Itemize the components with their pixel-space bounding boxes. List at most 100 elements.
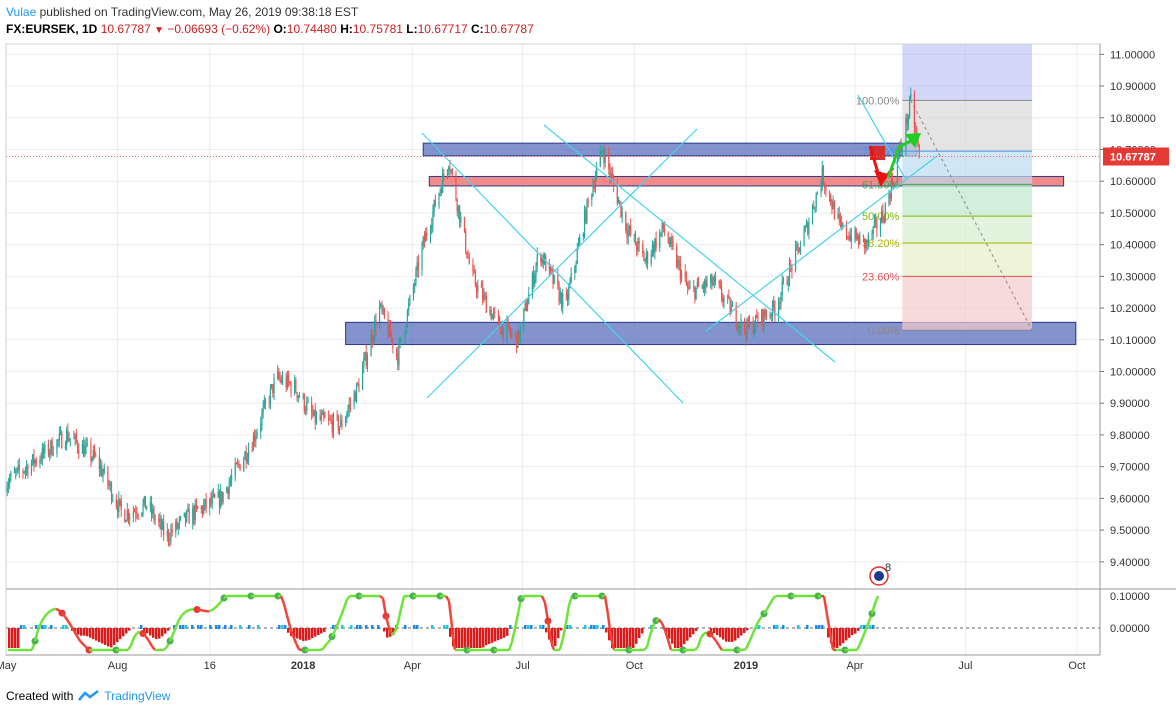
- candle-body: [540, 254, 542, 263]
- osc-line-segment: [567, 595, 574, 606]
- osc-line-segment: [187, 608, 192, 612]
- osc-histogram-bar: [185, 625, 188, 629]
- candle-body: [774, 307, 776, 317]
- osc-line-segment: [396, 608, 403, 623]
- candle-body: [740, 319, 742, 329]
- candle-body: [398, 342, 400, 365]
- candle-body: [845, 223, 848, 237]
- indicator-badge[interactable]: 8: [869, 562, 891, 586]
- candle-body: [264, 400, 267, 403]
- candle-body: [798, 247, 800, 253]
- candle-body: [84, 446, 86, 457]
- candle-body: [306, 402, 308, 411]
- candle-body: [850, 235, 852, 242]
- candle-body: [404, 331, 406, 341]
- osc-histogram-bar: [92, 628, 95, 640]
- candle-body: [568, 287, 570, 301]
- osc-line-segment: [49, 608, 54, 613]
- candle-body: [50, 440, 52, 452]
- candle-body: [395, 348, 398, 354]
- osc-line-segment: [711, 636, 718, 642]
- candle-body: [227, 487, 229, 494]
- osc-histogram-bar: [323, 628, 326, 632]
- candle-body: [862, 234, 865, 239]
- candle-body: [406, 310, 409, 326]
- osc-histogram-bar: [458, 628, 461, 648]
- candle-body: [381, 303, 383, 311]
- osc-histogram-bar: [584, 625, 587, 629]
- candle-body: [704, 280, 706, 290]
- osc-line-segment: [609, 637, 616, 651]
- osc-line-segment: [144, 635, 151, 642]
- candle-body: [336, 414, 338, 417]
- x-tick-label: 2019: [734, 660, 758, 672]
- open-value: 10.74480: [286, 22, 337, 36]
- osc-histogram-bar: [224, 625, 227, 629]
- candle-body: [610, 173, 612, 177]
- osc-histogram-bar: [494, 628, 497, 642]
- candle-body: [770, 314, 772, 317]
- candle-body: [57, 439, 59, 441]
- y-tick-label: 10.40000: [1110, 240, 1156, 252]
- osc-histogram-bar: [689, 628, 692, 638]
- candle-body: [596, 167, 598, 178]
- candle-body: [468, 257, 470, 264]
- x-tick-label: Apr: [404, 660, 421, 672]
- candle-body: [855, 228, 857, 239]
- candle-body: [773, 300, 775, 308]
- osc-line-segment: [861, 628, 868, 638]
- osc-histogram-bar: [152, 628, 155, 638]
- candle-body: [331, 420, 333, 433]
- candle-body: [587, 199, 589, 201]
- candle-body: [226, 487, 228, 493]
- osc-histogram-bar: [197, 625, 200, 629]
- osc-tick-label: 0.00000: [1110, 623, 1150, 635]
- candle-body: [872, 226, 874, 235]
- osc-line-segment: [321, 644, 328, 650]
- osc-histogram-bar: [173, 625, 176, 629]
- candle-body: [159, 519, 161, 522]
- candle-body: [761, 309, 763, 324]
- osc-histogram-bar: [302, 628, 305, 641]
- candle-body: [9, 478, 11, 484]
- candle-body: [684, 272, 686, 278]
- candle-body: [135, 511, 137, 515]
- candle-body: [363, 359, 365, 368]
- candle-body: [296, 392, 298, 398]
- candle-body: [439, 190, 441, 194]
- osc-histogram-bar: [386, 628, 389, 638]
- osc-histogram-bar: [692, 628, 695, 635]
- candle-body: [423, 237, 426, 242]
- candle-body: [559, 292, 561, 302]
- osc-line-segment: [643, 646, 648, 651]
- fibonacci-retracement: 100.00%78.60%61.80%50.00%38.20%23.60%0.0…: [856, 44, 1033, 337]
- candle-body: [728, 295, 730, 298]
- symbol-label[interactable]: FX:EURSEK, 1D: [6, 22, 98, 36]
- candle-body: [917, 137, 919, 146]
- candle-body: [670, 237, 672, 246]
- candle-body: [271, 384, 273, 388]
- candle-body: [592, 185, 594, 195]
- candle-body: [771, 300, 774, 317]
- candle-body: [642, 244, 644, 254]
- candle-body: [507, 322, 509, 324]
- candle-body: [617, 200, 620, 204]
- candle-body: [794, 247, 797, 272]
- candle-body: [489, 310, 491, 313]
- y-tick-label: 10.00000: [1110, 367, 1156, 379]
- candle-body: [277, 371, 279, 379]
- osc-histogram-bar: [872, 625, 875, 629]
- osc-line-segment: [744, 642, 751, 650]
- down-arrow-icon: ▼: [154, 25, 165, 36]
- candle-body: [239, 464, 241, 471]
- candle-body: [915, 128, 917, 131]
- osc-line-segment: [709, 632, 714, 638]
- author-name[interactable]: Vulae: [6, 5, 37, 19]
- trend-lines: [421, 94, 938, 404]
- candle-body: [888, 193, 890, 205]
- candle-body: [400, 338, 402, 341]
- tradingview-brand[interactable]: TradingView: [104, 689, 171, 703]
- candle-body: [613, 177, 615, 185]
- osc-histogram-bar: [218, 625, 221, 629]
